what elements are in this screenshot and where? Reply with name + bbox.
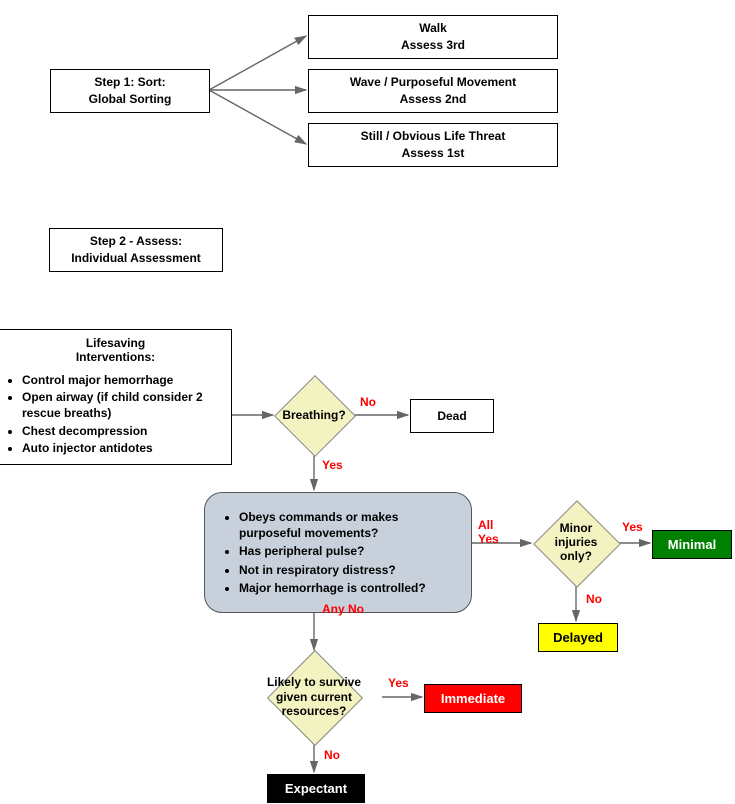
edge-allyes1: All [478, 518, 493, 532]
edge-survive-no: No [324, 748, 340, 762]
node-step2: Step 2 - Assess: Individual Assessment [49, 228, 223, 272]
edge-survive-yes: Yes [388, 676, 409, 690]
breathing-label: Breathing? [270, 395, 358, 435]
life-item: Auto injector antidotes [22, 440, 231, 456]
assess-item: Major hemorrhage is controlled? [239, 580, 453, 596]
wave-line1: Wave / Purposeful Movement [350, 74, 516, 91]
node-assess: Obeys commands or makes purposeful movem… [204, 492, 472, 613]
edge-allyes2: Yes [478, 532, 499, 546]
walk-line1: Walk [419, 20, 447, 37]
still-line2: Assess 1st [402, 145, 465, 162]
expectant-label: Expectant [285, 781, 347, 796]
node-minimal: Minimal [652, 530, 732, 559]
survive-l2: given current [276, 690, 352, 704]
minor-label-wrap: Minor injuries only? [533, 519, 619, 567]
survive-label-wrap: Likely to survive given current resource… [249, 671, 379, 723]
minor-l1: Minor [560, 522, 593, 536]
assess-item: Obeys commands or makes purposeful movem… [239, 509, 453, 541]
life-item: Open airway (if child consider 2 rescue … [22, 389, 231, 421]
node-wave: Wave / Purposeful Movement Assess 2nd [308, 69, 558, 113]
edge-minor-no: No [586, 592, 602, 606]
life-item: Control major hemorrhage [22, 372, 231, 388]
wave-line2: Assess 2nd [400, 91, 467, 108]
life-h2: Interventions: [76, 350, 155, 364]
dead-label: Dead [437, 408, 466, 425]
step1-line1: Step 1: Sort: [94, 74, 165, 91]
delayed-label: Delayed [553, 630, 603, 645]
node-delayed: Delayed [538, 623, 618, 652]
life-h1: Lifesaving [86, 336, 145, 350]
walk-line2: Assess 3rd [401, 37, 465, 54]
still-line1: Still / Obvious Life Threat [361, 128, 506, 145]
node-lifesaving: Lifesaving Interventions: Control major … [0, 329, 232, 465]
survive-l3: resources? [282, 704, 347, 718]
node-step1: Step 1: Sort: Global Sorting [50, 69, 210, 113]
minor-l3: only? [560, 550, 592, 564]
node-expectant: Expectant [267, 774, 365, 803]
flowchart-canvas: Step 1: Sort: Global Sorting Walk Assess… [0, 0, 735, 804]
step2-line1: Step 2 - Assess: [90, 233, 182, 250]
minimal-label: Minimal [668, 537, 716, 552]
survive-l1: Likely to survive [267, 675, 361, 689]
immediate-label: Immediate [441, 691, 505, 706]
edge-breathing-no: No [360, 395, 376, 409]
minor-l2: injuries [555, 536, 598, 550]
assess-item: Not in respiratory distress? [239, 562, 453, 578]
node-still: Still / Obvious Life Threat Assess 1st [308, 123, 558, 167]
life-item: Chest decompression [22, 423, 231, 439]
edge-minor-yes: Yes [622, 520, 643, 534]
node-dead: Dead [410, 399, 494, 433]
step1-line2: Global Sorting [89, 91, 172, 108]
edge-anyno: Any No [322, 602, 364, 616]
assess-item: Has peripheral pulse? [239, 543, 453, 559]
step2-line2: Individual Assessment [71, 250, 201, 267]
edge-breathing-yes: Yes [322, 458, 343, 472]
node-walk: Walk Assess 3rd [308, 15, 558, 59]
node-immediate: Immediate [424, 684, 522, 713]
